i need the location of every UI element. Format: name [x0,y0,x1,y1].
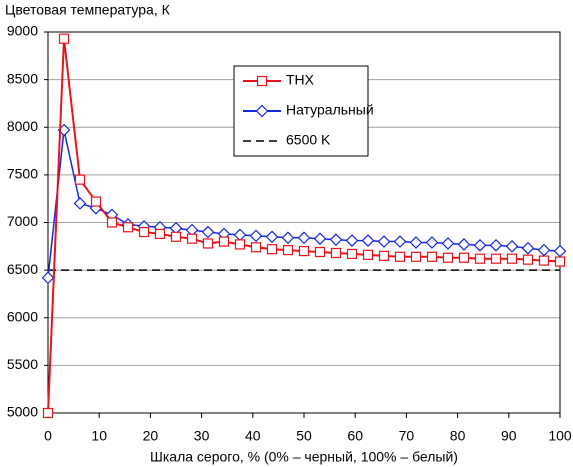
x-tick-label: 100 [548,428,572,444]
x-tick-label: 20 [143,428,159,444]
y-tick-label: 6500 [7,261,38,277]
square-marker [266,244,278,255]
plot-frame [47,31,561,414]
y-tick-label: 5500 [7,356,38,372]
square-marker [42,407,54,419]
square-marker [154,228,166,240]
diamond-marker [521,241,535,255]
square-marker [378,250,390,261]
y-tick-label: 6000 [7,308,38,324]
legend: THX Натуральный 6500 K [233,65,374,157]
legend-label: THX [286,72,315,88]
series [42,33,566,419]
square-marker [106,217,118,228]
diamond-marker [329,233,343,246]
square-marker [218,236,230,247]
diamond-marker [233,228,247,242]
diamond-marker [553,244,567,258]
legend-label: 6500 K [286,132,331,148]
square-marker [330,247,342,259]
diamond-marker [313,232,327,246]
square-marker [186,233,198,244]
x-tick-label: 70 [399,428,415,444]
square-marker [250,242,262,253]
x-tick-label: 0 [44,428,52,444]
square-marker [506,253,518,264]
diamond-marker [41,271,55,285]
diamond-marker [265,230,279,244]
square-marker [298,245,310,257]
square-marker [538,255,550,266]
square-marker [394,251,406,262]
y-tick-label: 8500 [7,70,38,86]
diamond-marker [425,236,439,249]
x-tick-label: 90 [501,428,517,444]
x-tick-label: 30 [194,428,210,444]
square-marker [234,239,246,250]
square-marker [282,245,294,256]
square-marker [90,196,102,207]
square-marker [490,253,502,264]
x-tick-label: 40 [245,428,261,444]
diamond-marker [361,234,375,247]
square-marker [256,75,268,87]
square-marker [442,252,454,263]
square-marker [410,251,422,262]
square-marker [74,174,86,185]
square-marker [122,222,134,233]
diamond-marker [489,239,503,252]
diamond-marker [73,197,87,210]
square-marker [170,231,182,242]
y-tick-label: 8000 [7,118,38,134]
square-marker [458,252,470,263]
diamond-marker [297,231,311,245]
diamond-marker [457,238,471,251]
diamond-marker [345,234,359,247]
x-tick-label: 10 [91,428,107,444]
diamond-marker [473,239,487,252]
y-tick-label: 7000 [7,213,38,229]
square-marker [554,256,566,267]
square-marker [58,33,70,44]
diamond-marker [393,235,407,248]
diamond-marker [441,237,455,250]
square-marker [474,253,486,264]
square-marker [138,226,150,238]
diamond-marker [537,243,551,257]
x-tick-label: 50 [296,428,312,444]
diamond-marker [505,239,519,253]
diamond-marker [255,104,269,118]
square-marker [522,254,534,265]
y-tick-label: 5000 [7,404,38,420]
y-tick-label: 9000 [7,23,38,39]
legend-label: Натуральный [286,102,374,118]
square-marker [202,238,214,249]
x-axis-label: Шкала серого, % (0% – черный, 100% – бел… [150,449,458,465]
square-marker [426,251,438,262]
square-marker [346,248,358,260]
diamond-marker [377,235,391,248]
diamond-marker [409,236,423,249]
diamond-marker [281,231,295,245]
diamond-marker [201,225,215,239]
x-tick-label: 80 [450,428,466,444]
chart-title: Цветовая температура, К [5,2,171,18]
square-marker [314,246,326,258]
x-tick-label: 60 [347,428,363,444]
diamond-marker [249,229,263,243]
square-marker [362,249,374,260]
y-tick-label: 7500 [7,166,38,182]
